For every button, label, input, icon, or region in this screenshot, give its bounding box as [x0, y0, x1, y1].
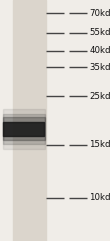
Text: 40kd: 40kd — [89, 46, 110, 55]
Text: 25kd: 25kd — [89, 92, 110, 101]
Bar — [3, 122, 44, 135]
Bar — [13, 0, 46, 241]
Text: 10kd: 10kd — [89, 193, 110, 202]
Bar — [3, 114, 45, 144]
Text: 55kd: 55kd — [89, 28, 110, 37]
Text: 15kd: 15kd — [89, 140, 110, 149]
Text: 35kd: 35kd — [89, 63, 110, 72]
Text: 70kd: 70kd — [89, 9, 110, 18]
Bar — [3, 118, 45, 140]
Bar — [3, 109, 45, 149]
